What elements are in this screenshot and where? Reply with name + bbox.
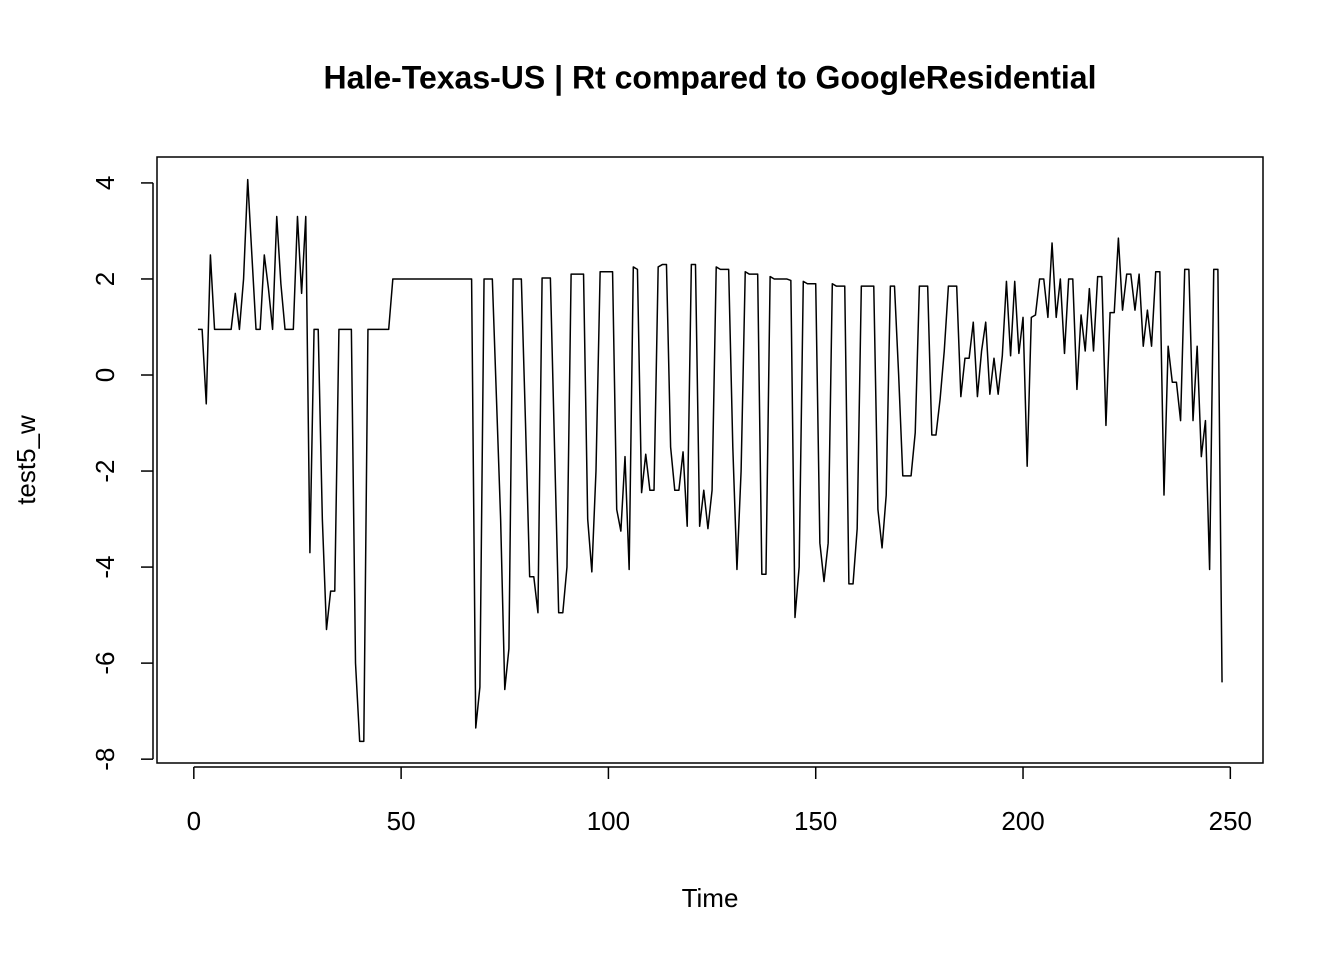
y-tick-label: 0 [90,368,120,382]
y-tick-label: -6 [90,652,120,675]
chart-title: Hale-Texas-US | Rt compared to GoogleRes… [324,59,1097,95]
y-tick-label: -8 [90,748,120,771]
x-tick-label: 250 [1209,806,1252,836]
x-tick-label: 150 [794,806,837,836]
plot-box [156,156,1264,764]
data-line [197,178,1223,743]
y-tick-label: 4 [90,176,120,190]
y-tick-label: -4 [90,556,120,579]
x-axis-label: Time [682,883,739,913]
x-tick-label: 200 [1001,806,1044,836]
y-tick-label: -2 [90,459,120,482]
x-tick-label: 0 [187,806,201,836]
y-tick-label: 2 [90,272,120,286]
y-axis-label: test5_w [11,415,41,505]
x-tick-label: 50 [387,806,416,836]
x-tick-label: 100 [587,806,630,836]
